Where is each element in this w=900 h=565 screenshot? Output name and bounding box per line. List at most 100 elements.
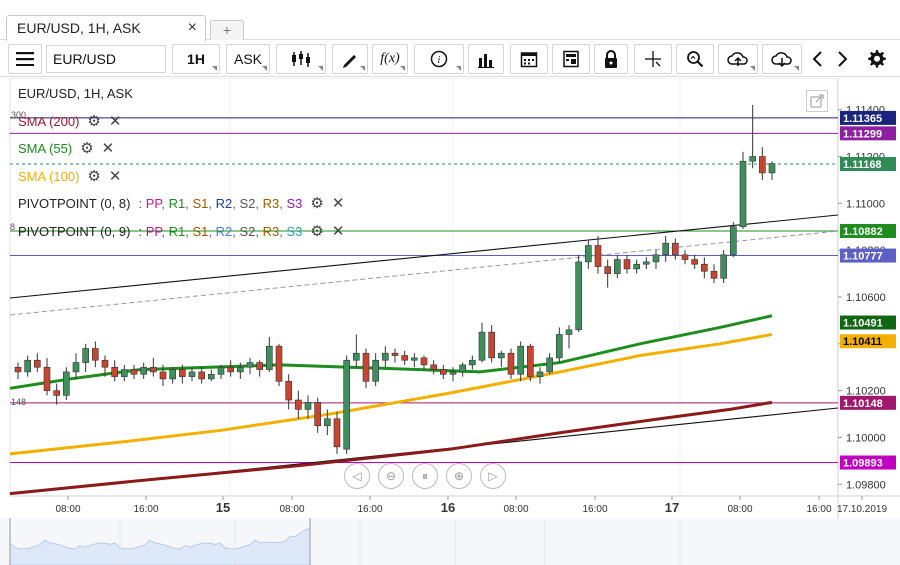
candle-body: [285, 380, 292, 401]
symbol-input[interactable]: [46, 45, 166, 73]
gear-icon[interactable]: ⚙: [87, 113, 101, 130]
upload-button[interactable]: [718, 44, 758, 74]
indicator-button[interactable]: f(x): [372, 44, 408, 74]
chart-area[interactable]: 1.114001.112001.110001.108001.106001.104…: [0, 78, 900, 565]
pivot-part-s2: S2: [239, 223, 256, 239]
candle-body: [730, 226, 737, 256]
candle-body: [14, 366, 22, 373]
candle-body: [498, 352, 505, 359]
candle-body: [546, 357, 553, 373]
zoom-out-icon[interactable]: ⊖: [378, 463, 404, 489]
candle-body: [420, 357, 428, 366]
price-tag-label: 1.10491: [843, 318, 883, 330]
trend-line-dashed: [9, 230, 839, 316]
settings-button[interactable]: [862, 44, 892, 74]
scroll-back-button[interactable]: [804, 44, 830, 74]
candle-body: [159, 371, 167, 380]
time-tick-label: 16:00: [806, 504, 831, 515]
download-button[interactable]: [762, 44, 802, 74]
tab-eurusd[interactable]: EUR/USD, 1H, ASK ×: [6, 15, 206, 41]
price-tag-label: 1.11168: [843, 159, 882, 171]
gear-icon: [868, 50, 886, 68]
pivot-part-r3: R3: [262, 195, 280, 211]
timeframe-select[interactable]: 1H: [172, 44, 220, 74]
calendar-button[interactable]: [510, 44, 548, 74]
candle-body: [681, 254, 689, 260]
volume-button[interactable]: [468, 44, 504, 74]
price-type-value: ASK: [233, 51, 262, 67]
fx-icon: f(x): [380, 51, 400, 66]
price-tag-label: 1.10777: [843, 251, 883, 263]
candle-body: [24, 359, 31, 373]
price-type-select[interactable]: ASK: [226, 44, 270, 74]
legend-pivot-9[interactable]: PIVOTPOINT (0, 9) : PP, R1, S1, R2, S2, …: [18, 222, 344, 240]
close-icon[interactable]: ✕: [331, 223, 345, 240]
legend-sma-200[interactable]: SMA (200) ⚙ ✕: [18, 112, 121, 130]
close-icon[interactable]: ✕: [108, 168, 122, 185]
draw-button[interactable]: [332, 44, 368, 74]
close-icon[interactable]: ✕: [101, 140, 115, 157]
candle-body: [169, 369, 176, 380]
price-tag: [840, 315, 896, 330]
calculator-icon: [563, 50, 579, 68]
candle-body: [488, 331, 495, 359]
candle-body: [343, 359, 350, 450]
gear-icon[interactable]: ⚙: [310, 195, 324, 212]
scroll-right-icon[interactable]: ▷: [480, 463, 506, 489]
candle-body: [604, 266, 611, 274]
timeframe-value: 1H: [187, 51, 205, 67]
legend-label: SMA (55): [18, 140, 73, 156]
candle-body: [401, 355, 408, 361]
close-icon[interactable]: ✕: [108, 113, 122, 130]
maximize-button[interactable]: [806, 90, 828, 112]
candle-body: [449, 371, 457, 375]
pivot-part-r1: R1: [168, 195, 186, 211]
legend-label: SMA (200): [18, 113, 80, 129]
gear-icon[interactable]: ⚙: [310, 223, 324, 240]
candle-body: [92, 348, 99, 361]
legend-sma-100[interactable]: SMA (100) ⚙ ✕: [18, 167, 121, 185]
pivot-part-s1: S1: [192, 223, 209, 239]
price-chart[interactable]: 1.114001.112001.110001.108001.106001.104…: [0, 78, 900, 565]
zoom-button[interactable]: [676, 44, 714, 74]
legend-sma-55[interactable]: SMA (55) ⚙ ✕: [18, 139, 114, 157]
candle-body: [382, 352, 389, 361]
navigator[interactable]: [0, 518, 900, 565]
candle-body: [652, 254, 660, 263]
gear-icon[interactable]: ⚙: [80, 140, 94, 157]
time-axis: 08:00 16:00 15 08:00 16:00 16 08:00 16:00 17 08:0…: [10, 495, 900, 515]
info-icon: i: [430, 50, 448, 68]
tab-close-icon[interactable]: ×: [187, 19, 197, 36]
zoom-icon: [687, 51, 704, 68]
candle-body: [362, 352, 370, 382]
zoom-in-icon[interactable]: ⊕: [446, 463, 472, 489]
gear-icon[interactable]: ⚙: [87, 168, 101, 185]
calculator-button[interactable]: [552, 44, 590, 74]
add-tab-button[interactable]: +: [210, 20, 244, 40]
scroll-left-icon[interactable]: ◁: [344, 463, 370, 489]
candle-body: [188, 371, 196, 377]
candle-body: [82, 348, 89, 363]
legend-pivot-8[interactable]: PIVOTPOINT (0, 8) : PP, R1, S1, R2, S2, …: [18, 194, 344, 212]
scroll-forward-button[interactable]: [830, 44, 856, 74]
price-tag: [840, 223, 896, 238]
candle-body: [440, 369, 447, 375]
price-tag-label: 1.10411: [843, 336, 882, 348]
candle-body: [72, 362, 80, 373]
close-icon[interactable]: ✕: [331, 195, 345, 212]
time-tick-label: 16:00: [133, 504, 158, 515]
price-tag: [840, 110, 896, 125]
candle-body: [517, 345, 524, 375]
candle-body: [53, 390, 60, 396]
menu-button[interactable]: [8, 44, 42, 74]
chart-type-button[interactable]: [276, 44, 326, 74]
pivot-parts: PP, R1, S1, R2, S2, R3, S3: [145, 195, 303, 211]
lock-button[interactable]: [594, 44, 628, 74]
candle-body: [217, 366, 225, 375]
pause-icon[interactable]: ⏸: [412, 463, 438, 489]
info-button[interactable]: i: [414, 44, 464, 74]
left-edge-label: 300: [11, 110, 27, 120]
candle-body: [556, 334, 563, 359]
expand-icon: [810, 94, 824, 108]
crosshair-button[interactable]: [634, 44, 672, 74]
